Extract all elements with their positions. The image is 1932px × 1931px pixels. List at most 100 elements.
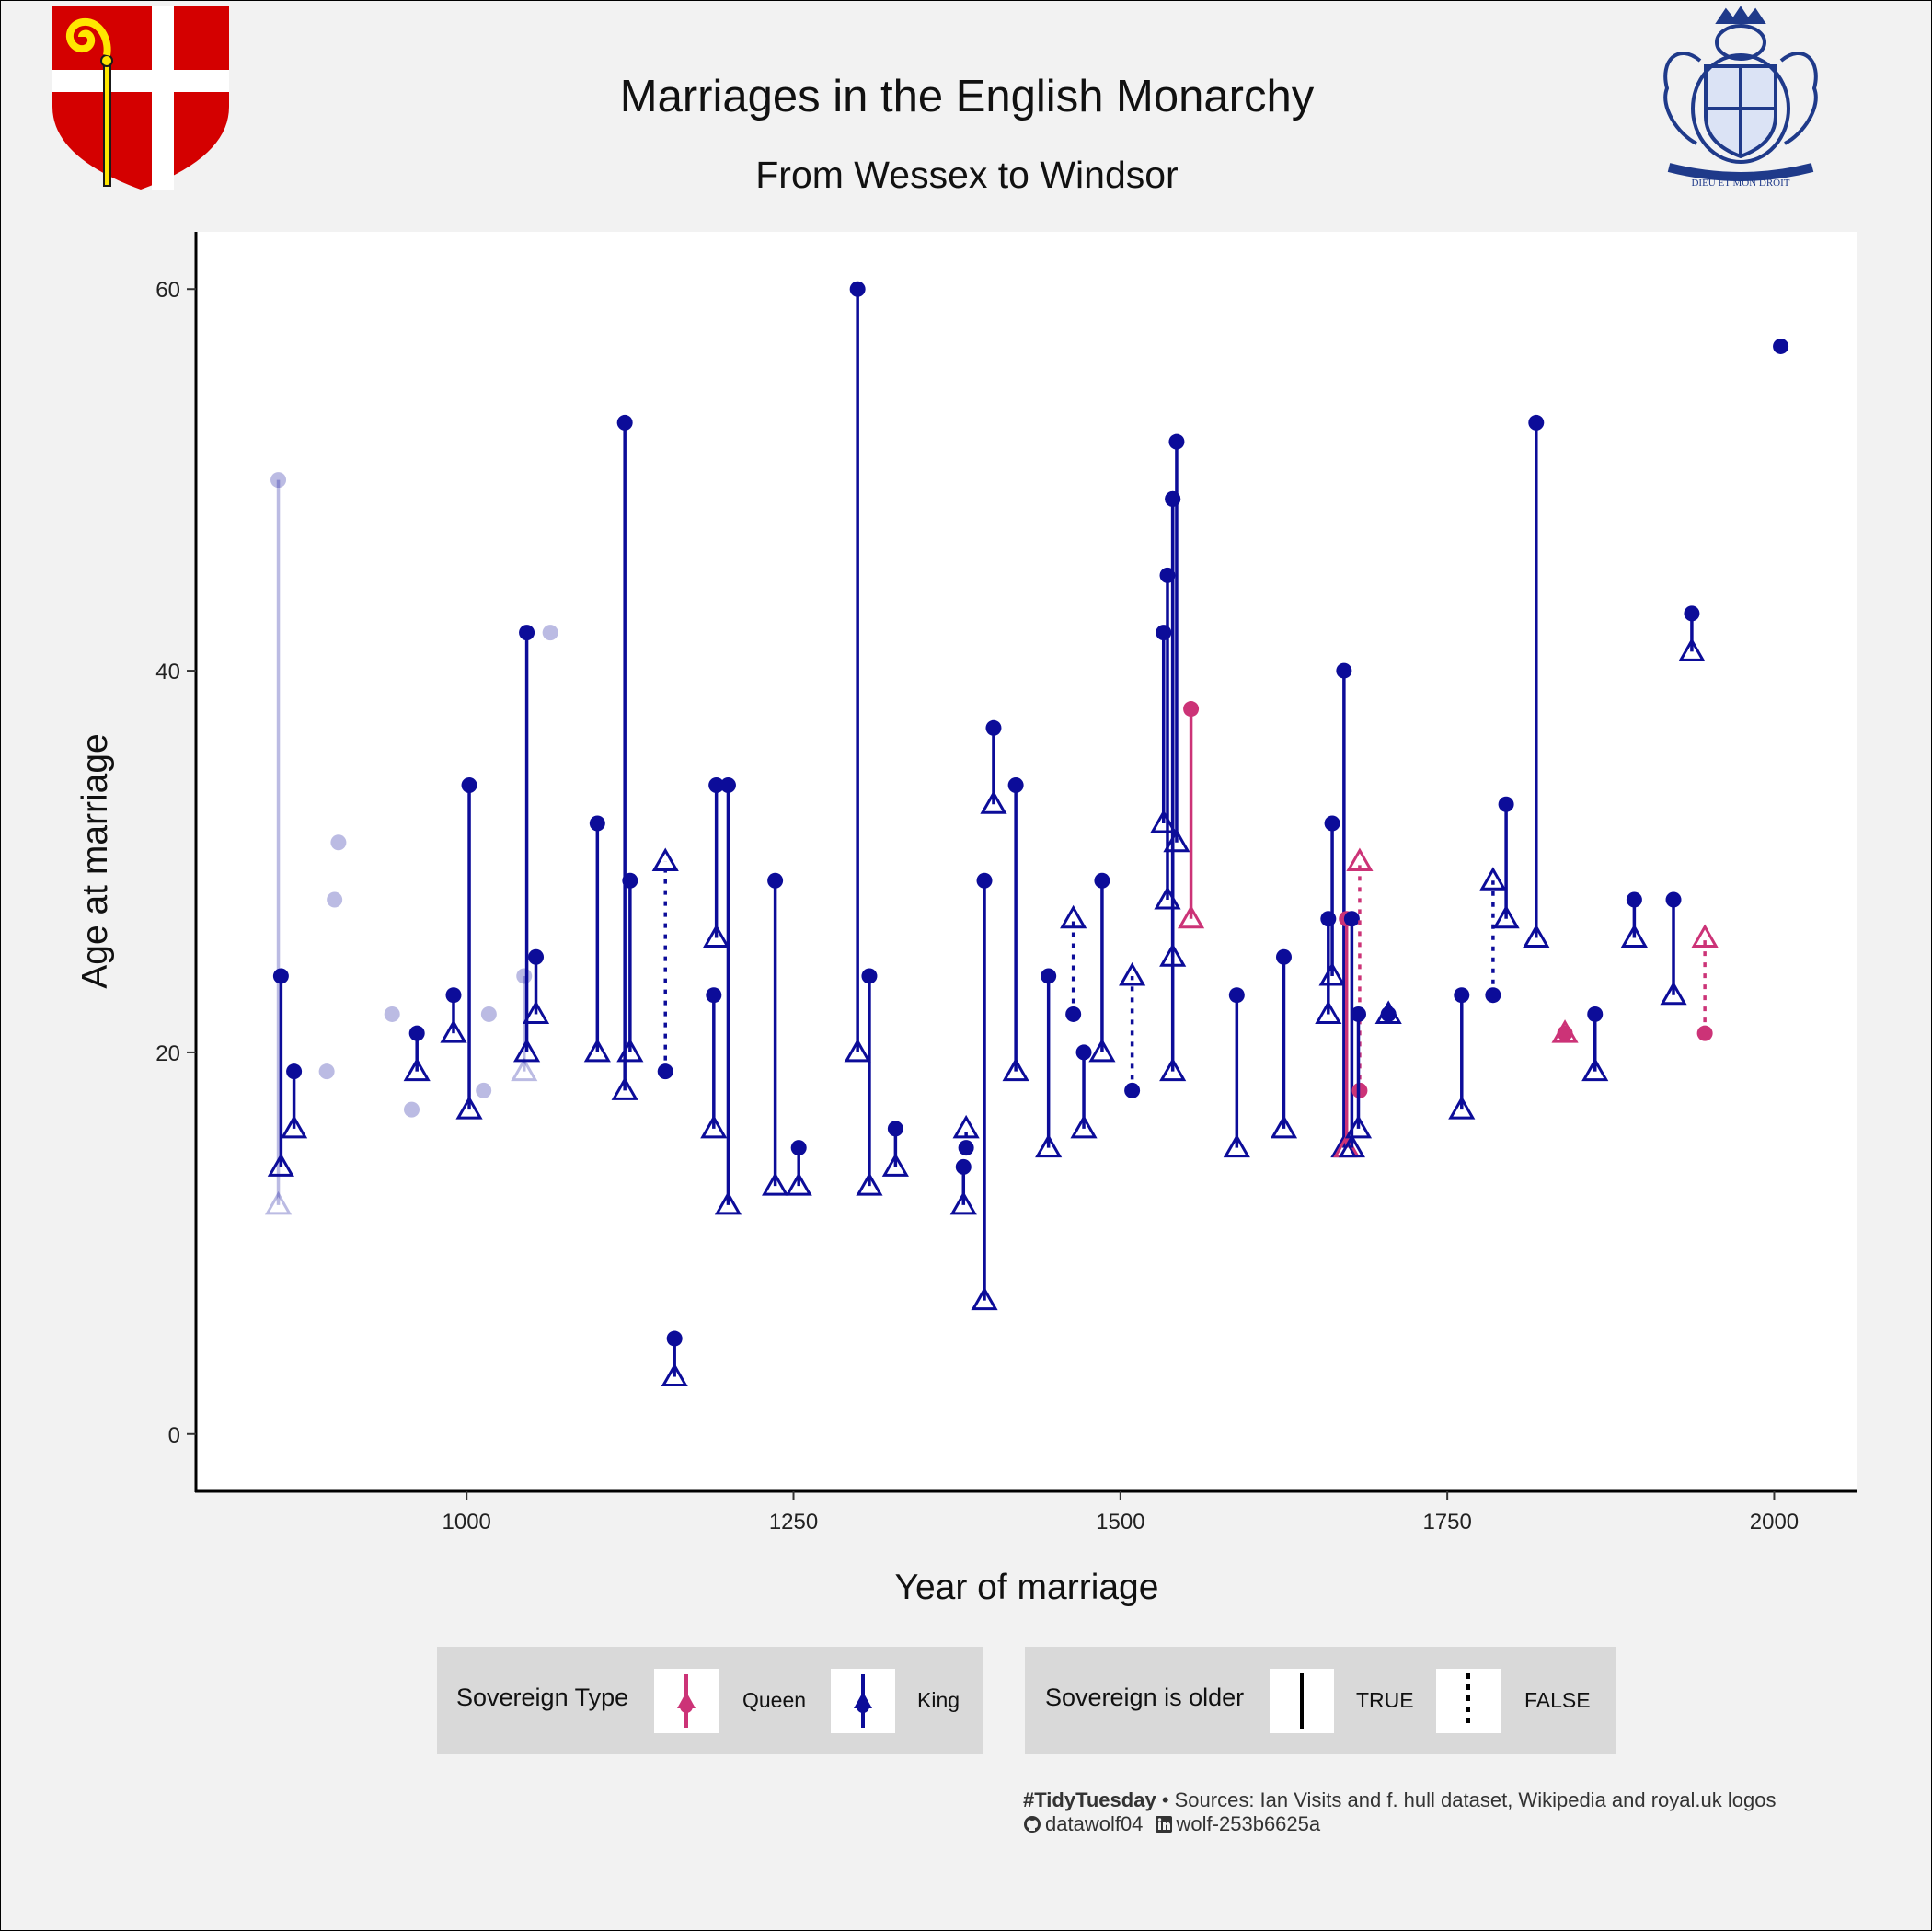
consort-age-point — [1338, 1133, 1365, 1158]
sovereign-age-point — [330, 834, 347, 851]
x-tick-label: 2000 — [1750, 1510, 1799, 1534]
consort-age-point — [1581, 1057, 1609, 1082]
sovereign-age-point — [461, 777, 477, 794]
consort-age-point — [785, 1172, 812, 1196]
sovereign-age-point — [480, 1006, 497, 1022]
sovereign-age-point — [1094, 872, 1110, 889]
consort-age-point — [1070, 1114, 1098, 1139]
github-icon — [1024, 1816, 1041, 1833]
sovereign-age-point — [657, 1063, 673, 1080]
consort-age-point — [980, 790, 1007, 814]
sovereign-age-point — [327, 891, 343, 908]
consort-age-point — [264, 1190, 293, 1215]
sovereign-age-point — [1065, 1006, 1082, 1022]
legend-key-true — [1270, 1669, 1334, 1733]
sovereign-age-point — [1528, 414, 1545, 431]
y-tick-label: 40 — [155, 660, 180, 684]
linkedin-handle[interactable]: wolf-253b6625a — [1176, 1812, 1321, 1835]
sovereign-age-point — [1587, 1006, 1604, 1022]
caption: #TidyTuesday • Sources: Ian Visits and f… — [1023, 1788, 1776, 1836]
consort-age-point — [267, 1153, 294, 1177]
sovereign-age-point — [542, 625, 558, 641]
consort-age-point — [1448, 1096, 1476, 1120]
diocese-shield-icon — [52, 6, 229, 190]
x-tick-label: 1000 — [443, 1510, 491, 1534]
legend-label-king: King — [917, 1688, 960, 1712]
sovereign-age-point — [408, 1025, 425, 1041]
dotted-line-icon — [1466, 1673, 1470, 1729]
consort-age-point — [1088, 1038, 1116, 1063]
sovereign-age-point — [849, 281, 866, 297]
consort-age-point — [1163, 828, 1190, 853]
consort-age-point — [583, 1038, 611, 1063]
consort-age-point — [703, 924, 730, 948]
crosier-icon — [65, 17, 113, 187]
sovereign-age-point — [1343, 911, 1360, 927]
sovereign-age-point — [708, 777, 725, 794]
consort-age-point — [1346, 847, 1374, 871]
sovereign-age-point — [318, 1063, 335, 1080]
motto-text: DIEU ET MON DROIT — [1691, 178, 1789, 189]
x-tick-label: 1500 — [1096, 1510, 1144, 1534]
sovereign-age-point — [1454, 987, 1470, 1004]
sovereign-age-point — [1696, 1025, 1713, 1041]
sovereign-age-point — [1228, 987, 1245, 1004]
sovereign-age-point — [985, 719, 1002, 736]
sovereign-age-point — [1075, 1044, 1092, 1061]
legend-key-queen — [654, 1669, 719, 1733]
sovereign-age-point — [270, 472, 287, 488]
chart-subtitle: From Wessex to Windsor — [755, 154, 1179, 196]
consort-age-point — [1270, 1114, 1298, 1139]
consort-age-point — [952, 1114, 980, 1139]
consort-age-point — [1177, 904, 1205, 929]
legend-key-false — [1436, 1669, 1501, 1733]
sovereign-age-point — [861, 968, 878, 984]
plot-panel — [196, 232, 1857, 1491]
solid-line-icon — [1300, 1673, 1304, 1729]
consort-age-point — [1318, 961, 1346, 986]
consort-age-point — [1523, 924, 1550, 948]
sovereign-age-point — [1380, 1006, 1397, 1022]
sovereign-age-point — [1324, 815, 1340, 832]
queen-marker-icon — [677, 1674, 696, 1728]
legend-sovereign-older: Sovereign is older TRUE FALSE — [1025, 1647, 1616, 1754]
consort-age-point — [1315, 1000, 1342, 1024]
king-marker-icon — [854, 1674, 872, 1728]
consort-age-point — [1060, 904, 1087, 929]
consort-age-point — [1678, 638, 1706, 661]
y-axis-label: Age at marriage — [75, 733, 115, 988]
sovereign-age-point — [1007, 777, 1024, 794]
x-axis-label: Year of marriage — [895, 1568, 1159, 1607]
sovereign-age-point — [887, 1121, 903, 1137]
github-handle[interactable]: datawolf04 — [1045, 1812, 1144, 1835]
consort-age-point — [1660, 981, 1687, 1006]
sovereign-age-point — [955, 1158, 972, 1175]
sovereign-age-point — [404, 1101, 420, 1118]
sovereign-age-point — [1498, 796, 1514, 812]
sovereign-age-point — [445, 987, 462, 1004]
consort-age-point — [1002, 1057, 1029, 1082]
y-tick-label: 0 — [168, 1423, 180, 1448]
sovereign-age-point — [616, 414, 633, 431]
consort-age-point — [661, 1362, 688, 1387]
consort-age-point — [1492, 904, 1520, 929]
sovereign-age-point — [622, 872, 638, 889]
sovereign-age-point — [1626, 891, 1642, 908]
consort-age-point — [1223, 1133, 1250, 1158]
legend-title-older: Sovereign is older — [1045, 1684, 1245, 1711]
sovereign-age-point — [1336, 662, 1352, 679]
caption-social-line: datawolf04 wolf-253b6625a — [1023, 1812, 1776, 1836]
consort-age-point — [971, 1286, 998, 1311]
consort-age-point — [1159, 1057, 1187, 1082]
sovereign-age-point — [516, 968, 533, 984]
sovereign-age-point — [384, 1006, 400, 1022]
sovereign-age-point — [1168, 433, 1185, 450]
sovereign-age-point — [706, 987, 722, 1004]
marks-layer — [264, 281, 1789, 1387]
consort-age-point — [856, 1172, 883, 1196]
caption-tag: #TidyTuesday — [1023, 1788, 1156, 1811]
y-ticks: 0 20 40 60 — [155, 278, 196, 1448]
sovereign-age-point — [1684, 605, 1700, 622]
sovereign-age-point — [272, 968, 289, 984]
